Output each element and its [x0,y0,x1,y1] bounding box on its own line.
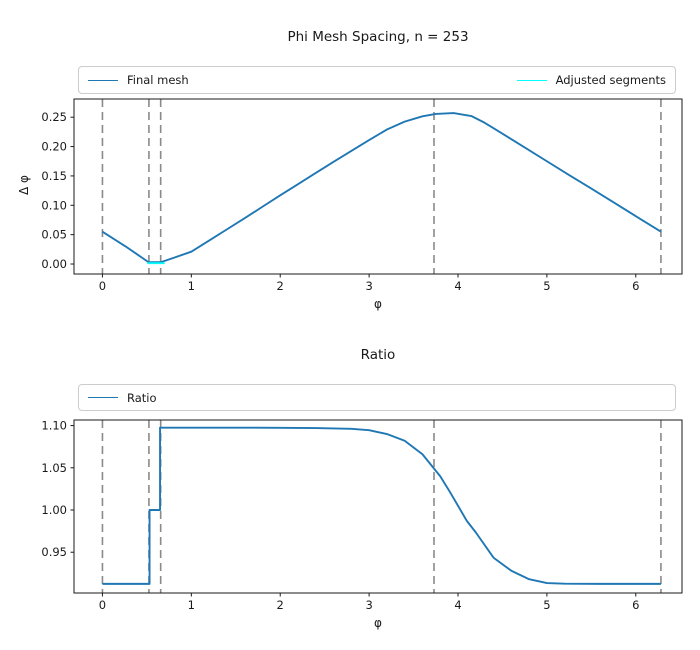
legend-item-ratio: Ratio [88,391,157,405]
legend-label-adjusted-segments: Adjusted segments [555,73,666,87]
bottom-legend: Ratio [78,384,676,411]
top-x-tick-label: 3 [365,279,372,293]
bottom-x-tick-label: 5 [543,598,550,612]
top-x-tick-label: 5 [543,279,550,293]
adjusted-segments-line-sample [516,79,547,81]
top-x-tick-label: 4 [454,279,461,293]
bottom-x-tick-label: 6 [632,598,639,612]
bottom-y-tick-label: 0.95 [41,545,67,559]
ratio-line-sample [88,397,118,398]
bottom-x-tick-label: 1 [188,598,195,612]
top-y-tick-label: 0.15 [41,169,67,183]
legend-label-final-mesh: Final mesh [127,73,189,87]
top-y-tick-label: 0.20 [41,140,67,154]
bottom-x-axis-label: φ [374,616,382,630]
bottom-y-tick-label: 1.10 [41,419,67,433]
top-series-final-mesh-line [101,112,662,264]
legend-item-final-mesh: Final mesh [88,73,189,87]
top-y-tick-label: 0.10 [41,198,67,212]
top-plot-title: Phi Mesh Spacing, n = 253 [287,29,469,45]
top-axes-frame [73,98,683,275]
top-x-tick-label: 6 [632,279,639,293]
bottom-x-tick-label: 4 [454,598,461,612]
top-y-tick-label: 0.00 [41,257,67,271]
bottom-x-tick-label: 0 [99,598,106,612]
bottom-plot-title: Ratio [360,347,396,363]
top-x-axis-label: φ [374,297,382,311]
top-x-tick-label: 0 [99,279,106,293]
bottom-axes-frame [73,419,683,594]
bottom-y-tick-label: 1.00 [41,503,67,517]
bottom-series-ratio-line [102,426,661,585]
top-x-tick-label: 2 [277,279,284,293]
legend-item-adjusted-segments: Adjusted segments [516,73,666,87]
top-legend: Final mesh Adjusted segments [78,66,676,94]
bottom-x-tick-label: 2 [277,598,284,612]
top-y-tick-label: 0.25 [41,110,67,124]
final-mesh-line-sample [88,79,118,81]
bottom-y-tick-label: 1.05 [41,461,67,475]
top-y-tick-label: 0.05 [41,228,67,242]
bottom-x-tick-label: 3 [365,598,372,612]
legend-label-ratio: Ratio [127,390,157,405]
top-x-tick-label: 1 [188,279,195,293]
